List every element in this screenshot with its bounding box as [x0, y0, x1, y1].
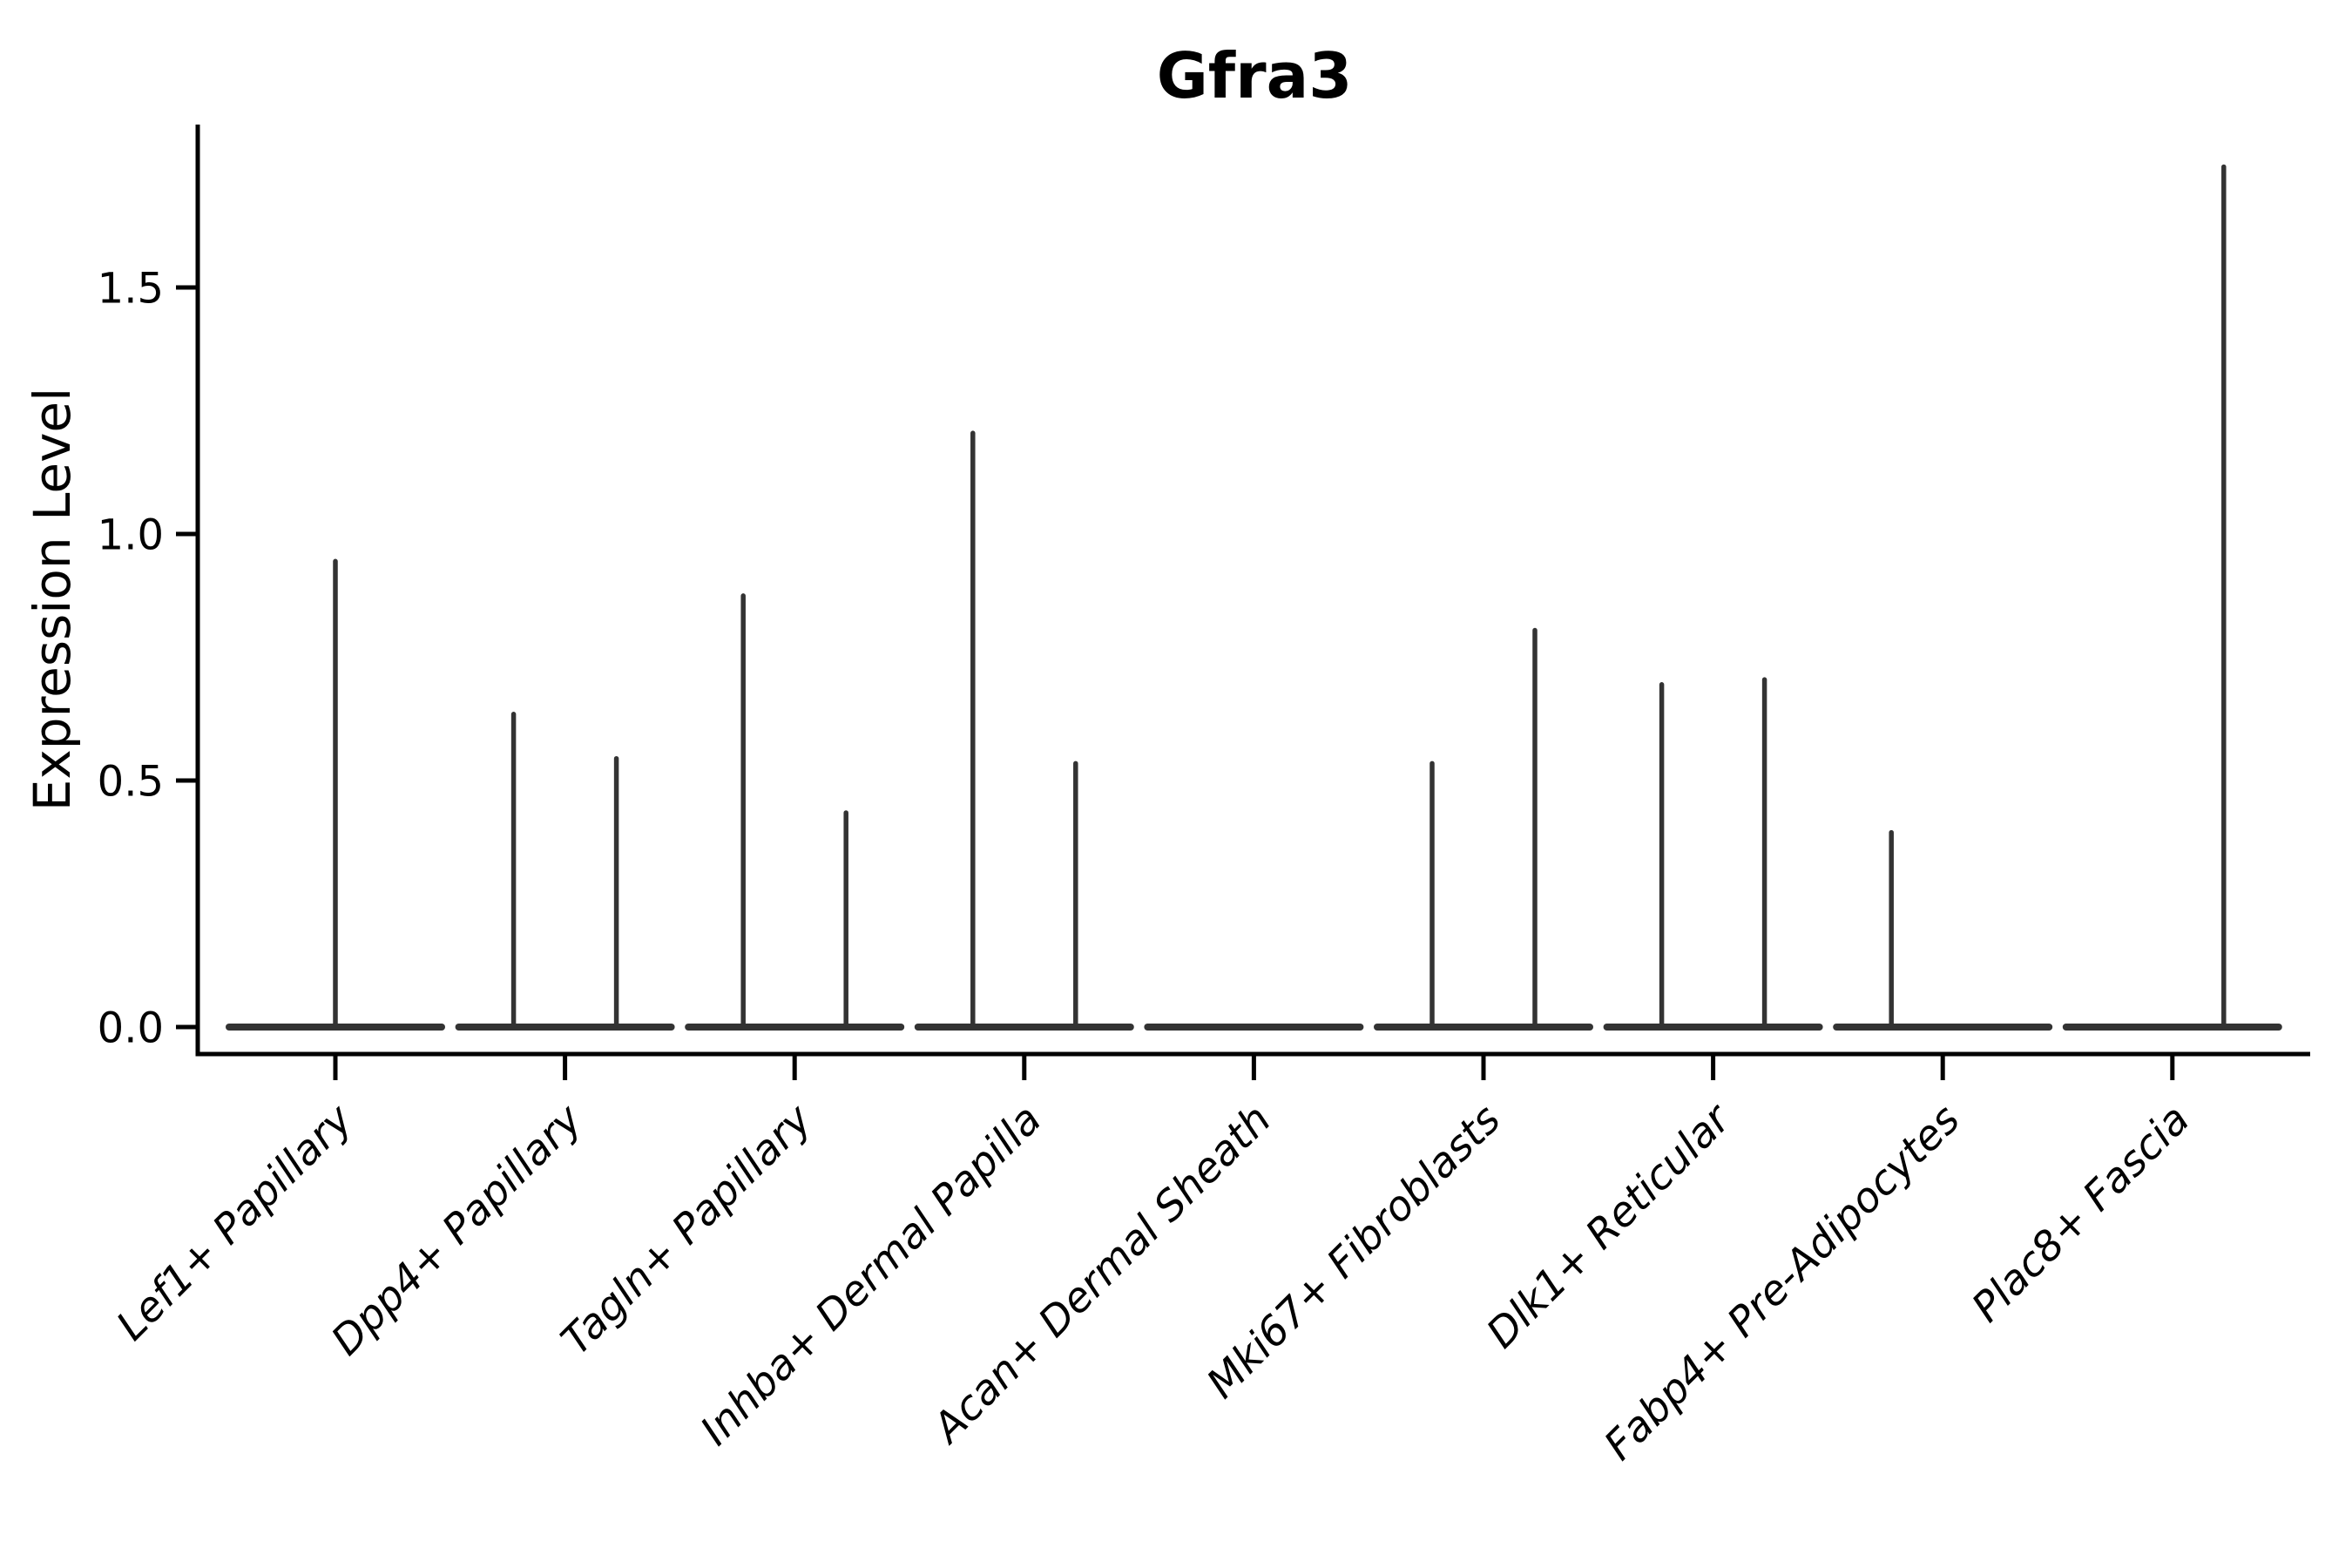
y-axis-ticks: 0.0 0.5 1.0 1.5	[98, 264, 198, 1052]
chart-title: Gfra3	[1157, 39, 1353, 112]
y-tick-label: 0.5	[98, 757, 164, 806]
y-tick-label: 0.0	[98, 1004, 164, 1052]
x-tick-label: Lef1+ Papillary	[107, 1095, 362, 1350]
x-tick-label: Plac8+ Fascia	[1963, 1096, 2199, 1332]
x-tick-label: Tagln+ Papillary	[552, 1095, 822, 1365]
x-tick-label: Dpp4+ Papillary	[322, 1095, 592, 1365]
violins-layer	[226, 164, 2282, 1031]
y-axis-label: Expression Level	[23, 388, 82, 811]
x-tick-label: Dlk1+ Reticular	[1477, 1094, 1741, 1358]
y-tick-label: 1.5	[98, 264, 164, 313]
y-tick-label: 1.0	[98, 510, 164, 559]
